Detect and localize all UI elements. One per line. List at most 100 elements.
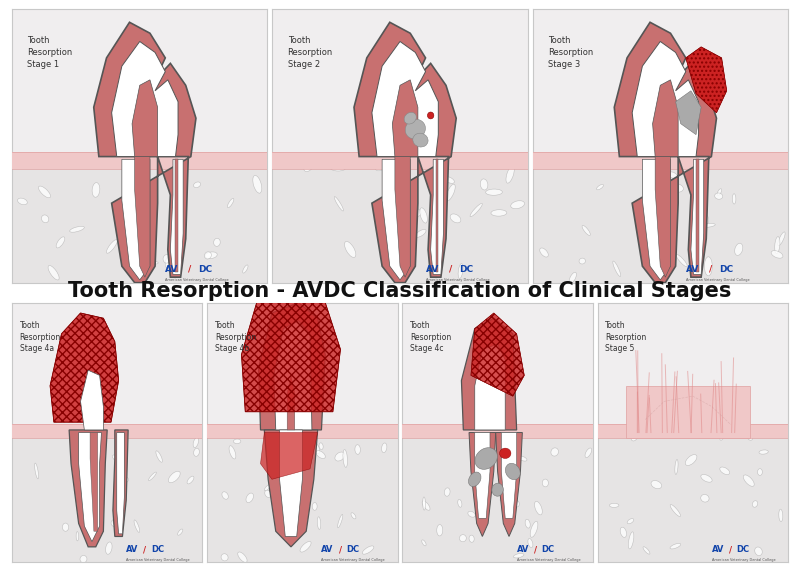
Ellipse shape — [156, 451, 162, 463]
Polygon shape — [392, 80, 418, 156]
Ellipse shape — [579, 258, 586, 264]
Ellipse shape — [582, 226, 590, 235]
Ellipse shape — [92, 183, 100, 197]
Ellipse shape — [627, 518, 634, 524]
Text: Tooth
Resorption
Stage 5: Tooth Resorption Stage 5 — [606, 321, 646, 353]
Ellipse shape — [334, 196, 343, 211]
Ellipse shape — [491, 210, 507, 216]
Polygon shape — [614, 22, 717, 283]
Ellipse shape — [610, 503, 619, 508]
Ellipse shape — [525, 519, 530, 528]
Bar — [12, 424, 202, 439]
Polygon shape — [474, 433, 490, 518]
Ellipse shape — [178, 426, 183, 433]
Ellipse shape — [506, 463, 520, 480]
Ellipse shape — [754, 547, 762, 556]
Ellipse shape — [163, 255, 170, 263]
Polygon shape — [134, 156, 150, 277]
Bar — [626, 386, 750, 438]
Ellipse shape — [771, 251, 783, 258]
Ellipse shape — [667, 155, 679, 161]
Polygon shape — [113, 430, 128, 537]
Ellipse shape — [701, 494, 709, 502]
Ellipse shape — [643, 547, 650, 554]
Ellipse shape — [486, 189, 502, 195]
Polygon shape — [430, 159, 443, 275]
Polygon shape — [242, 287, 341, 412]
Ellipse shape — [628, 532, 634, 549]
Polygon shape — [78, 433, 102, 542]
Ellipse shape — [732, 194, 736, 204]
Ellipse shape — [422, 497, 426, 510]
Text: Tooth
Resorption
Stage 4b: Tooth Resorption Stage 4b — [215, 321, 256, 353]
Ellipse shape — [631, 430, 639, 441]
Ellipse shape — [446, 184, 455, 201]
Polygon shape — [395, 156, 410, 277]
Ellipse shape — [415, 230, 426, 238]
Ellipse shape — [420, 208, 427, 223]
Ellipse shape — [112, 455, 118, 461]
Bar — [272, 152, 528, 168]
Polygon shape — [696, 159, 698, 272]
Text: AV: AV — [126, 545, 138, 554]
Polygon shape — [122, 159, 150, 280]
Ellipse shape — [34, 463, 38, 479]
Ellipse shape — [227, 198, 234, 208]
Text: Tooth Resorption - AVDC Classification of Clinical Stages: Tooth Resorption - AVDC Classification o… — [68, 282, 732, 301]
Ellipse shape — [670, 505, 681, 517]
Ellipse shape — [686, 455, 697, 465]
Ellipse shape — [585, 448, 592, 457]
Ellipse shape — [774, 236, 780, 254]
Ellipse shape — [422, 501, 430, 510]
Polygon shape — [462, 318, 517, 430]
Ellipse shape — [458, 264, 463, 279]
Ellipse shape — [330, 158, 335, 164]
Ellipse shape — [597, 184, 603, 190]
Ellipse shape — [205, 252, 218, 259]
Ellipse shape — [778, 232, 785, 246]
Ellipse shape — [475, 448, 498, 469]
Ellipse shape — [474, 480, 478, 486]
Polygon shape — [50, 313, 118, 422]
Ellipse shape — [42, 215, 49, 223]
Text: /: / — [449, 265, 452, 274]
Polygon shape — [496, 433, 522, 537]
Ellipse shape — [703, 215, 709, 224]
Ellipse shape — [382, 443, 387, 453]
Ellipse shape — [468, 511, 475, 517]
Polygon shape — [382, 159, 410, 280]
Text: AV: AV — [686, 265, 699, 274]
Ellipse shape — [221, 554, 228, 561]
Text: /: / — [709, 265, 712, 274]
Ellipse shape — [265, 485, 270, 490]
Ellipse shape — [330, 164, 346, 171]
Polygon shape — [117, 433, 124, 534]
Ellipse shape — [318, 517, 321, 529]
Text: DC: DC — [737, 545, 750, 554]
Ellipse shape — [514, 501, 519, 507]
Polygon shape — [474, 344, 506, 430]
Ellipse shape — [169, 471, 180, 482]
Ellipse shape — [304, 159, 314, 171]
Polygon shape — [653, 80, 678, 156]
Polygon shape — [175, 159, 178, 272]
Polygon shape — [90, 433, 98, 531]
Ellipse shape — [470, 203, 482, 216]
Text: DC: DC — [151, 545, 164, 554]
Ellipse shape — [480, 179, 488, 190]
Ellipse shape — [106, 240, 118, 253]
Polygon shape — [655, 156, 670, 277]
Bar — [402, 424, 593, 439]
Ellipse shape — [18, 198, 27, 204]
Text: Tooth
Resorption
Stage 4a: Tooth Resorption Stage 4a — [20, 321, 61, 353]
Ellipse shape — [514, 553, 524, 558]
Ellipse shape — [205, 252, 211, 259]
Text: American Veterinary Dental College: American Veterinary Dental College — [166, 278, 229, 282]
Text: AV: AV — [322, 545, 334, 554]
Ellipse shape — [404, 112, 416, 124]
Ellipse shape — [345, 242, 356, 258]
Ellipse shape — [444, 176, 454, 183]
Text: AV: AV — [166, 265, 178, 274]
Ellipse shape — [316, 451, 326, 459]
Ellipse shape — [492, 483, 503, 496]
